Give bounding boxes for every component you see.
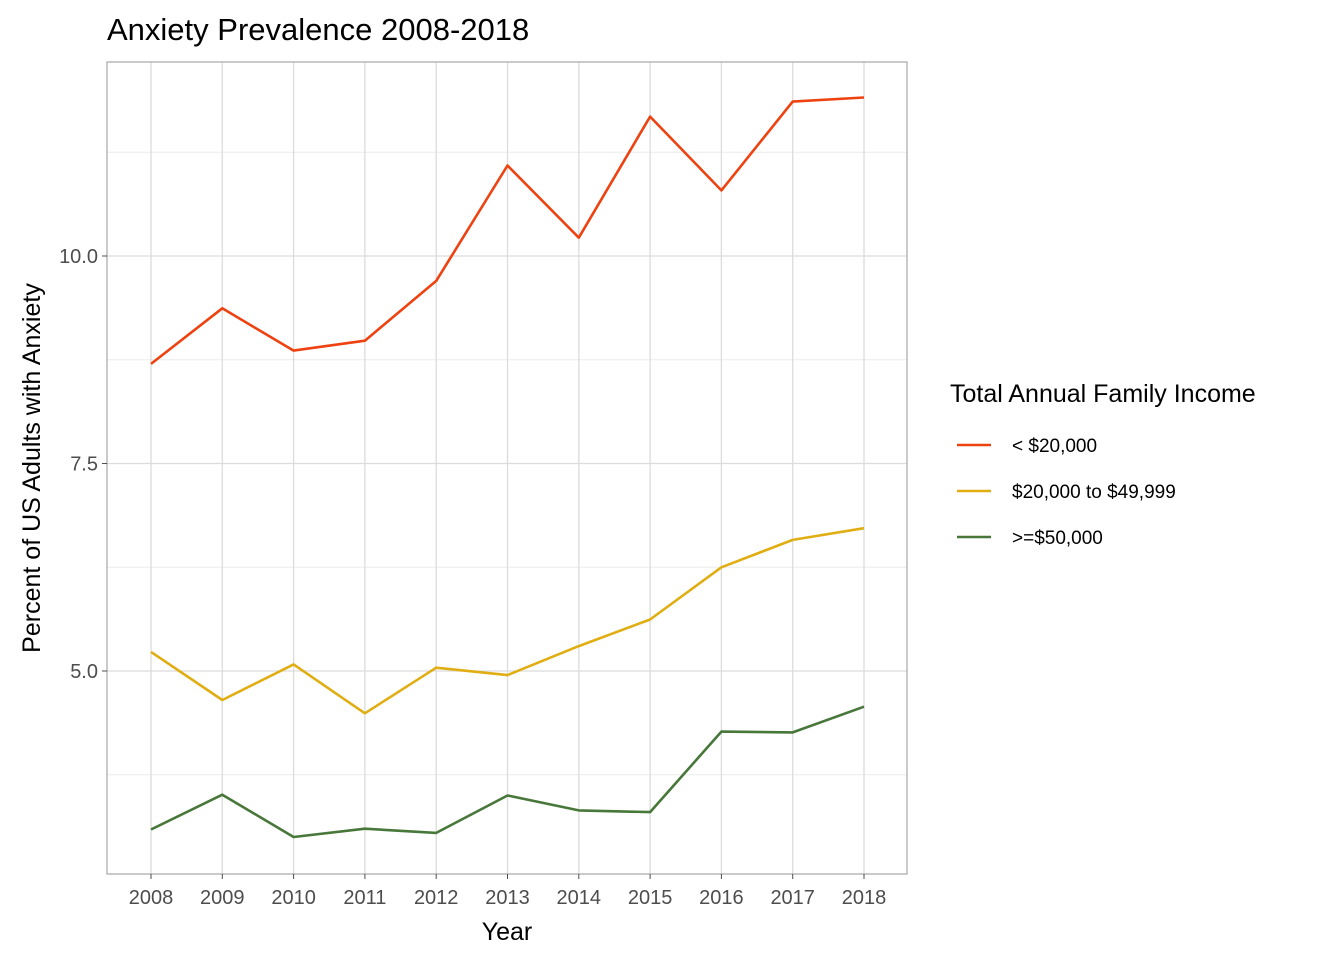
x-axis-title: Year	[482, 918, 533, 946]
x-tick-label: 2008	[129, 887, 174, 909]
x-tick-label: 2014	[557, 887, 602, 909]
legend-label-1: < $20,000	[1012, 436, 1097, 457]
legend-label-3: >=$50,000	[1012, 528, 1103, 549]
grid	[107, 62, 907, 874]
x-axis: 2008 2009 2010 2011 2012 2013 2014 2015 2016 2017…	[129, 874, 887, 909]
chart-title: Anxiety Prevalence 2008-2018	[107, 12, 529, 47]
series-lines	[150, 96, 865, 839]
x-tick-label: 2010	[271, 887, 316, 909]
series-line-2	[150, 526, 865, 715]
legend-title: Total Annual Family Income	[950, 380, 1256, 408]
series-line-1	[150, 96, 865, 365]
x-tick-label: 2015	[628, 887, 673, 909]
x-tick-label: 2012	[414, 887, 459, 909]
x-tick-label: 2016	[699, 887, 744, 909]
x-tick-label: 2018	[842, 887, 887, 909]
x-tick-label: 2013	[485, 887, 530, 909]
legend-label-2: $20,000 to $49,999	[1012, 482, 1176, 503]
y-axis-title: Percent of US Adults with Anxiety	[18, 283, 46, 653]
series-line-3	[150, 705, 865, 839]
y-tick-label: 10.0	[59, 246, 98, 268]
y-tick-label: 7.5	[70, 454, 98, 476]
y-axis: 5.0 7.5 10.0	[59, 246, 107, 683]
x-tick-label: 2011	[343, 887, 386, 909]
y-tick-label: 5.0	[70, 661, 98, 683]
x-tick-label: 2009	[200, 887, 245, 909]
legend: Total Annual Family Income < $20,000 $20,…	[950, 380, 1256, 549]
x-tick-label: 2017	[770, 887, 815, 909]
